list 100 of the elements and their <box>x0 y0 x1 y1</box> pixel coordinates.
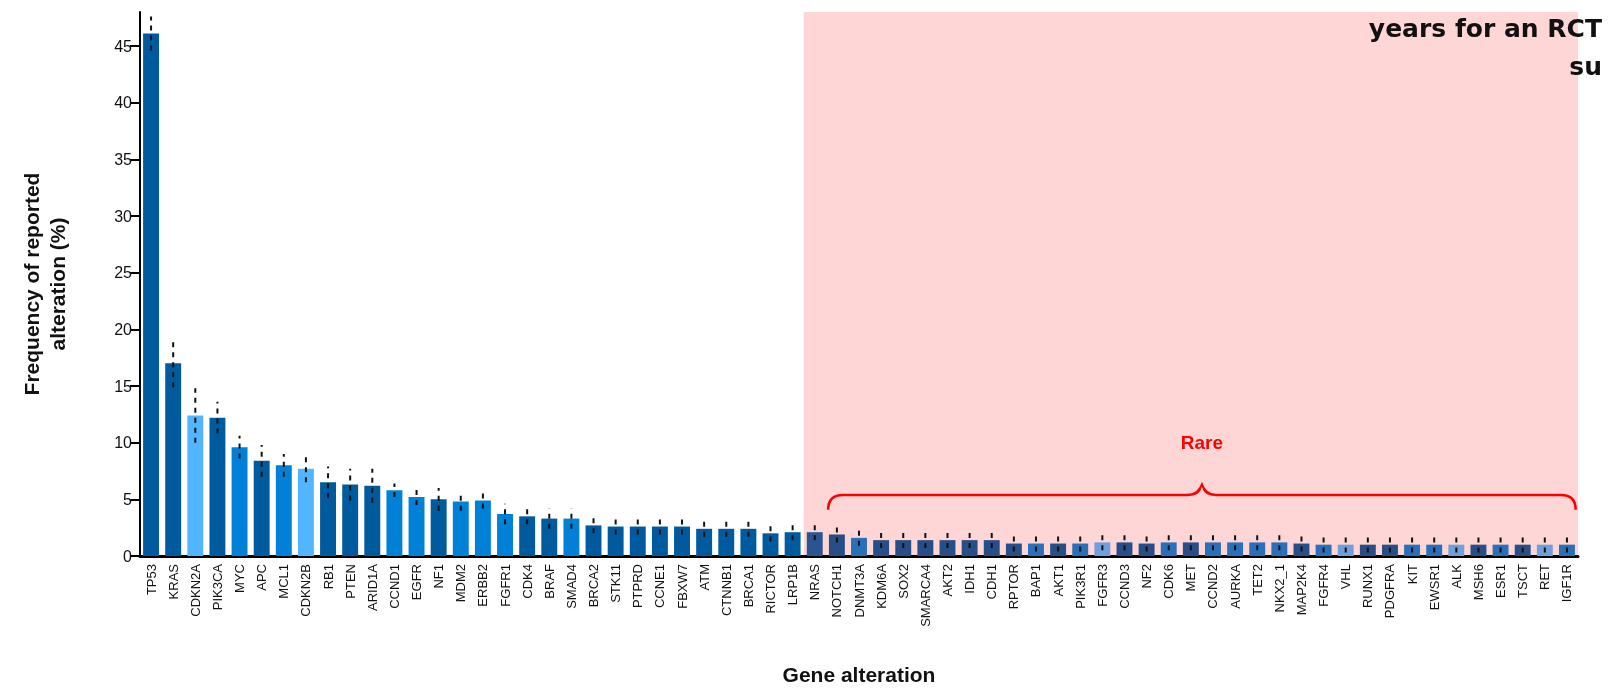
x-tick-label: NKX2_1 <box>1271 564 1287 613</box>
bar <box>895 540 912 556</box>
bar <box>1160 542 1177 556</box>
x-tick-label: MDM2 <box>453 564 469 603</box>
x-tick-label: PIK3CA <box>209 563 225 611</box>
y-tick-label: 5 <box>123 490 133 508</box>
bar <box>1492 544 1509 556</box>
bar <box>1249 542 1266 556</box>
x-tick-label: CCND2 <box>1205 564 1221 609</box>
bar <box>1359 544 1376 556</box>
bar <box>1558 544 1575 556</box>
x-tick-label: KRAS <box>165 563 181 600</box>
bar <box>519 516 536 556</box>
x-tick-label: PIK3R1 <box>1072 564 1088 609</box>
x-tick-label: BRAF <box>541 563 557 599</box>
x-tick-label: TSCT <box>1515 563 1531 598</box>
bar <box>1381 544 1398 556</box>
y-tick-label: 10 <box>114 434 133 452</box>
bar <box>651 526 668 556</box>
x-tick-label: BRCA2 <box>586 564 602 608</box>
bar <box>320 482 337 556</box>
band-label: Rare <box>1180 431 1224 453</box>
bar <box>1337 544 1354 556</box>
bar <box>585 525 602 556</box>
bar <box>1005 543 1022 556</box>
annotation: su <box>1569 52 1602 81</box>
y-tick-label: 15 <box>114 377 133 395</box>
x-tick-label: ESR1 <box>1493 564 1509 598</box>
bar <box>430 499 447 556</box>
x-tick-label: IDH1 <box>962 564 978 594</box>
x-tick-label: CDK4 <box>519 564 535 599</box>
bar <box>1536 544 1553 556</box>
x-tick-label: NF1 <box>431 564 447 589</box>
x-tick-label: RET <box>1537 563 1553 590</box>
x-tick-label: BAP1 <box>1028 564 1044 598</box>
x-tick-label: CTNNB1 <box>718 564 734 617</box>
x-tick-label: STK11 <box>608 564 624 603</box>
x-tick-label: ATM <box>696 564 712 591</box>
x-tick-label: CDH1 <box>984 564 1000 600</box>
bar <box>497 514 513 556</box>
x-axis-title: Gene alteration <box>782 663 936 686</box>
bar <box>1315 544 1332 556</box>
bar <box>386 490 403 556</box>
x-tick-label: DNMT3A <box>851 563 867 618</box>
bar <box>740 528 757 556</box>
x-tick-label: CCNE1 <box>652 564 668 609</box>
x-tick-label: MYC <box>232 564 248 593</box>
bar <box>1028 543 1044 556</box>
bar <box>1448 544 1465 556</box>
bar <box>1470 544 1487 556</box>
bar <box>297 468 314 556</box>
bar <box>718 528 735 556</box>
x-tick-label: MAP2K4 <box>1293 564 1309 616</box>
bar <box>209 417 226 556</box>
x-tick-label: FGFR4 <box>1316 564 1332 607</box>
x-tick-label: FBXW7 <box>674 564 690 609</box>
x-tick-label: AKT1 <box>1050 564 1066 597</box>
x-tick-label: MCL1 <box>276 564 292 599</box>
x-tick-label: BRCA1 <box>740 564 756 608</box>
bar <box>1050 543 1067 556</box>
x-tick-label: PDGFRA <box>1382 563 1398 619</box>
y-axis-title: Frequency of reported alteration (%) <box>19 172 69 396</box>
bar <box>541 518 558 556</box>
x-tick-label: PTPRD <box>630 564 646 609</box>
bar <box>1404 544 1421 556</box>
bar <box>939 540 956 556</box>
x-tick-label: KDM6A <box>873 563 889 609</box>
y-tick-label: 30 <box>114 207 133 225</box>
bar <box>1116 542 1133 556</box>
bar <box>1138 543 1155 556</box>
x-tick-label: CCND3 <box>1116 564 1132 609</box>
bar <box>1271 542 1288 556</box>
bar <box>474 500 491 556</box>
x-tick-label: TP53 <box>143 564 159 596</box>
bar <box>1514 544 1531 556</box>
bar <box>563 518 580 556</box>
bar <box>143 33 160 556</box>
bar <box>1072 543 1089 556</box>
bar <box>806 532 823 556</box>
y-tick-label: 35 <box>114 150 133 168</box>
x-tick-label: FGFR1 <box>497 564 513 607</box>
x-tick-label: EWSR1 <box>1426 564 1442 611</box>
y-tick-label: 20 <box>114 320 133 338</box>
x-tick-label: TET2 <box>1249 564 1265 596</box>
bar <box>674 526 690 556</box>
bar <box>1182 542 1199 556</box>
x-tick-label: CDK6 <box>1161 564 1177 599</box>
annotation: years for an RCT <box>1368 14 1602 43</box>
y-tick-label: 45 <box>114 37 133 55</box>
x-tick-label: SMAD4 <box>563 564 579 609</box>
x-tick-label: APC <box>254 564 270 591</box>
x-tick-label: CDKN2A <box>187 563 203 617</box>
x-tick-label: CDKN2B <box>298 564 314 617</box>
x-tick-label: ERBB2 <box>475 564 491 607</box>
x-tick-label: VHL <box>1338 564 1354 590</box>
bar <box>231 447 248 556</box>
x-tick-label: AKT2 <box>939 564 955 597</box>
x-tick-label: RPTOR <box>1006 564 1022 610</box>
bar <box>187 415 204 556</box>
bar <box>784 532 801 556</box>
